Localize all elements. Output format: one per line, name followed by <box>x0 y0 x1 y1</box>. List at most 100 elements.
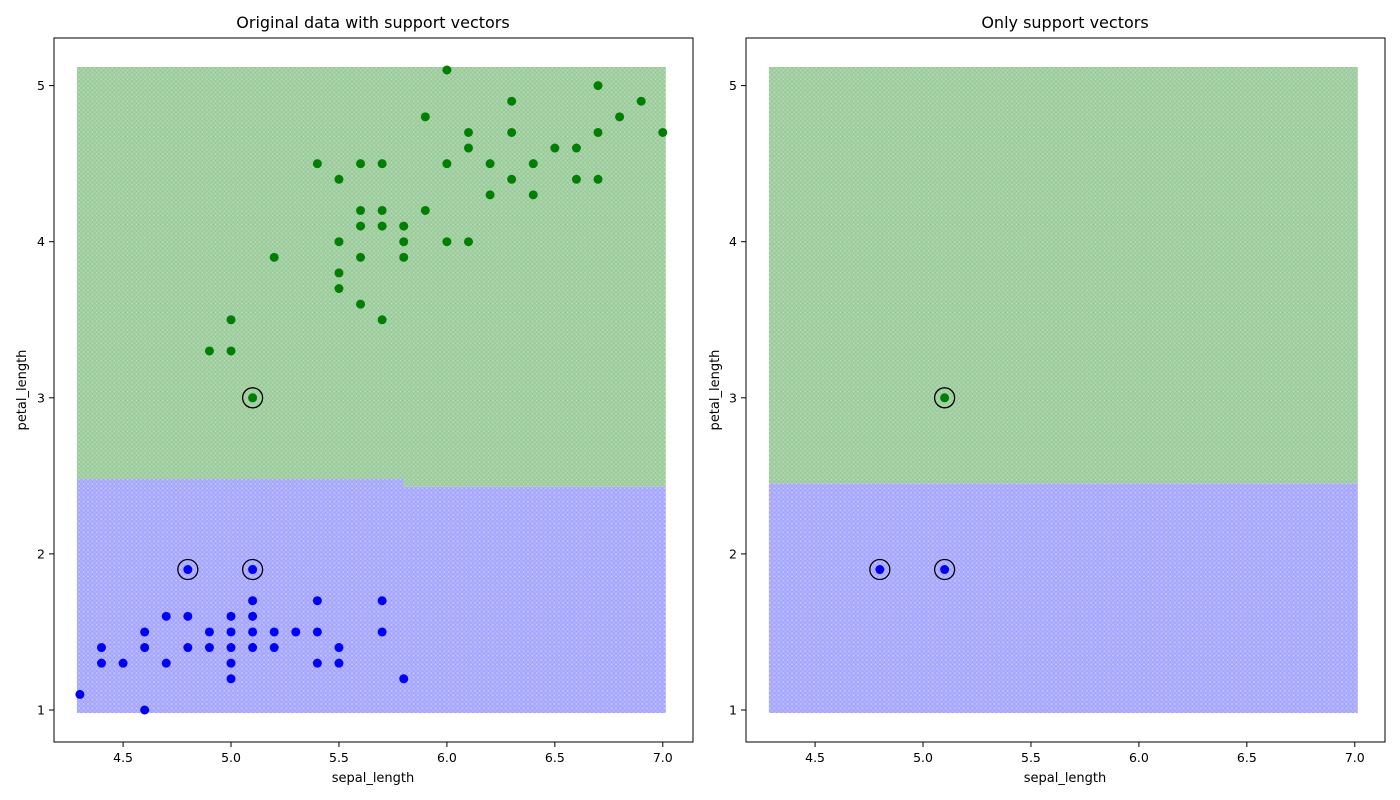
left-region-class-0 <box>76 478 666 713</box>
left-x-tick-label: 6.0 <box>437 750 457 765</box>
left-point-class-0 <box>96 658 106 668</box>
left-support-vector-ring <box>177 558 199 581</box>
right-chart-panel: Only support vectors 4.5 5.0 5.5 6.0 6.5 7.0 … <box>708 13 1386 786</box>
left-point-class-1 <box>356 221 366 231</box>
right-point-class-1 <box>940 393 950 403</box>
right-y-tick-label: 4 <box>729 234 737 249</box>
left-point-class-1 <box>658 127 668 137</box>
left-point-class-1 <box>571 143 581 153</box>
right-support-vector-ring <box>869 558 891 581</box>
left-point-class-1 <box>463 143 473 153</box>
right-decision-region <box>768 67 1358 713</box>
left-point-class-0 <box>377 596 387 606</box>
left-point-class-0 <box>226 643 236 653</box>
right-x-axis-label: sepal_length <box>1024 771 1107 786</box>
left-point-class-1 <box>615 112 625 122</box>
right-region-class-0 <box>768 483 1358 713</box>
left-support-vector-ring <box>241 558 264 581</box>
right-data-points <box>869 387 956 581</box>
right-x-tick-label: 6.0 <box>1129 750 1149 765</box>
left-x-tick-label: 5.5 <box>329 750 349 765</box>
left-point-class-1 <box>356 159 366 169</box>
left-point-class-1 <box>528 190 538 200</box>
left-point-class-1 <box>571 174 581 184</box>
left-point-class-0 <box>204 627 214 637</box>
right-support-vector-ring <box>933 558 956 581</box>
left-point-class-0 <box>161 611 171 621</box>
left-point-class-0 <box>161 658 171 668</box>
right-y-tick-label: 2 <box>729 546 737 561</box>
left-x-axis-ticks: 4.5 5.0 5.5 6.0 6.5 7.0 <box>113 742 673 765</box>
left-y-tick-label: 1 <box>37 703 45 718</box>
left-point-class-0 <box>75 689 85 699</box>
left-x-tick-label: 7.0 <box>653 750 673 765</box>
left-data-points <box>75 65 668 715</box>
left-point-class-0 <box>96 643 106 653</box>
left-point-class-1 <box>248 393 258 403</box>
left-point-class-0 <box>226 627 236 637</box>
left-point-class-1 <box>377 221 387 231</box>
left-point-class-0 <box>204 643 214 653</box>
left-x-tick-label: 5.0 <box>221 750 241 765</box>
left-point-class-0 <box>118 658 128 668</box>
left-point-class-1 <box>312 159 322 169</box>
left-point-class-1 <box>442 65 452 75</box>
left-support-vector-ring <box>241 387 264 409</box>
left-x-axis-label: sepal_length <box>332 771 415 786</box>
left-point-class-0 <box>248 627 258 637</box>
left-point-class-0 <box>399 674 409 684</box>
left-point-class-0 <box>312 627 322 637</box>
right-y-tick-label: 3 <box>729 390 737 405</box>
left-point-class-0 <box>140 705 150 715</box>
left-point-class-1 <box>334 174 344 184</box>
left-point-class-0 <box>248 643 258 653</box>
left-point-class-0 <box>183 643 193 653</box>
left-point-class-0 <box>183 565 193 575</box>
right-y-tick-label: 1 <box>729 703 737 718</box>
left-point-class-1 <box>593 81 603 91</box>
left-point-class-1 <box>636 96 646 106</box>
left-point-class-1 <box>485 190 495 200</box>
left-y-tick-label: 4 <box>37 234 45 249</box>
left-point-class-1 <box>593 127 603 137</box>
left-y-axis-label: petal_length <box>15 350 30 431</box>
left-point-class-0 <box>248 596 258 606</box>
left-chart-title: Original data with support vectors <box>236 13 509 32</box>
left-point-class-1 <box>377 315 387 325</box>
left-plot-frame <box>53 37 694 743</box>
left-point-class-1 <box>334 284 344 294</box>
left-point-class-1 <box>356 299 366 309</box>
left-point-class-1 <box>420 205 430 215</box>
right-y-axis-label: petal_length <box>708 350 723 431</box>
right-chart-title: Only support vectors <box>981 13 1148 32</box>
left-point-class-0 <box>269 643 279 653</box>
left-point-class-1 <box>463 237 473 247</box>
left-point-class-1 <box>420 112 430 122</box>
right-x-tick-label: 6.5 <box>1237 750 1257 765</box>
right-point-class-0 <box>940 565 950 575</box>
left-point-class-1 <box>356 205 366 215</box>
left-point-class-0 <box>312 596 322 606</box>
left-point-class-1 <box>442 159 452 169</box>
left-point-class-1 <box>334 237 344 247</box>
left-point-class-1 <box>226 315 236 325</box>
left-point-class-0 <box>269 627 279 637</box>
left-region-class-1 <box>76 67 666 487</box>
left-point-class-1 <box>550 143 560 153</box>
left-y-tick-label: 2 <box>37 546 45 561</box>
left-point-class-0 <box>334 643 344 653</box>
right-support-vector-ring <box>933 387 956 409</box>
left-y-tick-label: 5 <box>37 78 45 93</box>
left-point-class-0 <box>183 611 193 621</box>
right-x-tick-label: 7.0 <box>1345 750 1365 765</box>
left-point-class-1 <box>226 346 236 356</box>
left-point-class-0 <box>226 611 236 621</box>
left-point-class-0 <box>248 565 258 575</box>
right-y-axis-ticks: 1 2 3 4 5 <box>729 78 746 718</box>
left-point-class-0 <box>226 674 236 684</box>
left-point-class-1 <box>507 127 517 137</box>
left-point-class-0 <box>312 658 322 668</box>
left-point-class-0 <box>140 643 150 653</box>
right-point-class-0 <box>875 565 885 575</box>
